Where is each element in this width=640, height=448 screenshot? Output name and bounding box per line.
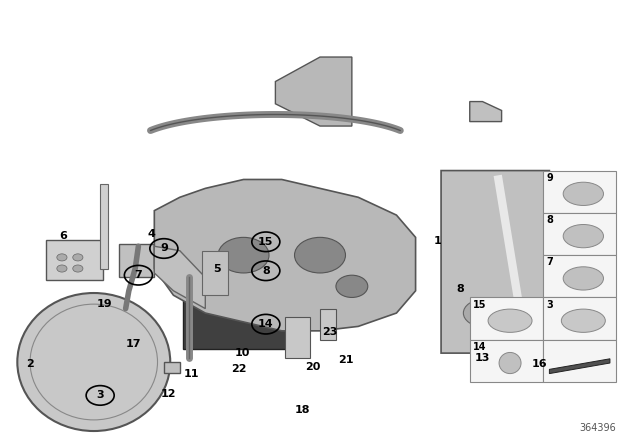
Text: 13: 13 — [475, 353, 490, 363]
Text: 11: 11 — [184, 370, 199, 379]
Text: 7: 7 — [546, 258, 553, 267]
Text: 1: 1 — [434, 236, 442, 246]
FancyBboxPatch shape — [543, 171, 616, 213]
Text: 9: 9 — [546, 173, 553, 183]
Circle shape — [57, 265, 67, 272]
FancyBboxPatch shape — [543, 340, 616, 382]
Polygon shape — [549, 359, 610, 374]
FancyBboxPatch shape — [119, 244, 154, 277]
Text: 8: 8 — [262, 266, 269, 276]
FancyBboxPatch shape — [470, 297, 543, 340]
FancyBboxPatch shape — [543, 255, 616, 297]
Text: 15: 15 — [473, 300, 486, 310]
FancyBboxPatch shape — [100, 184, 108, 268]
FancyBboxPatch shape — [285, 318, 310, 358]
Text: 12: 12 — [161, 389, 176, 399]
Text: 8: 8 — [456, 284, 464, 293]
Ellipse shape — [563, 224, 604, 248]
Circle shape — [463, 300, 502, 327]
Circle shape — [218, 237, 269, 273]
Circle shape — [73, 254, 83, 261]
FancyBboxPatch shape — [183, 284, 288, 349]
Text: 14: 14 — [258, 319, 274, 329]
Polygon shape — [154, 180, 415, 331]
FancyBboxPatch shape — [543, 297, 616, 340]
Text: 4: 4 — [148, 229, 156, 239]
FancyBboxPatch shape — [320, 309, 336, 340]
FancyBboxPatch shape — [164, 362, 180, 373]
Circle shape — [294, 237, 346, 273]
Ellipse shape — [488, 309, 532, 332]
Text: 20: 20 — [305, 362, 320, 372]
Ellipse shape — [561, 309, 605, 332]
Text: 7: 7 — [134, 270, 142, 280]
Text: 6: 6 — [60, 231, 67, 241]
Polygon shape — [154, 246, 205, 309]
Text: 17: 17 — [125, 339, 141, 349]
Text: 14: 14 — [473, 342, 486, 352]
Text: 16: 16 — [532, 359, 548, 369]
Text: 22: 22 — [230, 364, 246, 374]
Text: 8: 8 — [546, 215, 553, 225]
FancyBboxPatch shape — [470, 340, 543, 382]
Text: 2: 2 — [26, 359, 34, 369]
Polygon shape — [275, 57, 352, 126]
Ellipse shape — [499, 353, 521, 374]
Text: 3: 3 — [546, 300, 553, 310]
Text: 21: 21 — [338, 355, 353, 365]
Circle shape — [57, 254, 67, 261]
Text: 15: 15 — [258, 237, 273, 247]
FancyBboxPatch shape — [202, 251, 228, 295]
Text: 18: 18 — [295, 405, 310, 415]
FancyBboxPatch shape — [543, 213, 616, 255]
Polygon shape — [441, 171, 549, 353]
Ellipse shape — [17, 293, 170, 431]
Text: 5: 5 — [213, 263, 221, 274]
Text: 19: 19 — [97, 299, 113, 309]
Circle shape — [73, 265, 83, 272]
Text: 23: 23 — [322, 327, 337, 337]
Ellipse shape — [563, 182, 604, 206]
Polygon shape — [470, 102, 502, 121]
Text: 364396: 364396 — [580, 423, 616, 433]
FancyBboxPatch shape — [46, 240, 103, 280]
Text: 3: 3 — [97, 390, 104, 401]
Text: 10: 10 — [235, 348, 250, 358]
Circle shape — [336, 275, 368, 297]
Text: 9: 9 — [160, 243, 168, 254]
Ellipse shape — [563, 267, 604, 290]
